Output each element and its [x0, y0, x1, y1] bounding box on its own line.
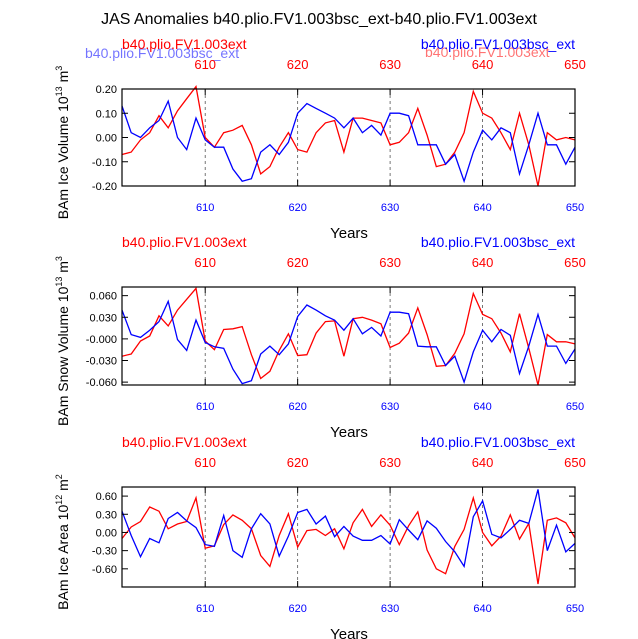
y-axis-label: BAm Snow Volume 1013 m3 [54, 256, 71, 426]
top-xtick-label: 620 [287, 455, 309, 470]
y-axis-label: BAm Ice Area 1012 m2 [54, 474, 71, 610]
series-line-blue [121, 489, 576, 569]
ytick-label: 0.10 [96, 108, 117, 120]
ytick-label: -0.20 [92, 181, 117, 193]
y-axis-label: BAm Ice Volume 1013 m3 [54, 66, 71, 220]
ytick-label: -0.30 [92, 546, 117, 558]
panel-1: b40.plio.FV1.003bsc_ext b40.plio.FV1.003e… [54, 36, 586, 242]
ytick-label: 0.00 [96, 527, 117, 539]
ghost-legend-red: b40.plio.FV1.003ext [425, 44, 550, 60]
ytick-label: 0.030 [89, 312, 117, 324]
top-xtick-label: 610 [194, 57, 216, 72]
ytick-label: 0.20 [96, 84, 117, 96]
legend-red: b40.plio.FV1.003ext [122, 434, 247, 450]
y-axis-label-main: BAm Ice Volume 10 [55, 96, 71, 219]
top-xtick-label: 640 [472, 255, 494, 270]
ytick-label: 0.060 [89, 291, 117, 303]
ytick-label: -0.60 [92, 564, 117, 576]
plot-frame [121, 486, 576, 588]
y-axis-label-exponent: 13 [54, 277, 64, 287]
legend-blue: b40.plio.FV1.003bsc_ext [421, 36, 575, 52]
bottom-xtick-label: 610 [196, 401, 214, 413]
bottom-xtick-label: 640 [473, 202, 491, 214]
y-axis-label-unit: m [55, 479, 71, 495]
bottom-xtick-label: 630 [381, 401, 399, 413]
top-xtick-label: 650 [564, 455, 586, 470]
y-axis-label-main: BAm Ice Area 10 [55, 505, 71, 610]
series-line-blue [121, 299, 576, 385]
bottom-xtick-label: 630 [381, 603, 399, 615]
panel-3: b40.plio.FV1.003ext b40.plio.FV1.003bsc_e… [54, 434, 586, 639]
figure-title: JAS Anomalies b40.plio.FV1.003bsc_ext-b4… [101, 11, 537, 28]
x-axis-label: Years [330, 626, 368, 639]
bottom-xtick-label: 640 [473, 401, 491, 413]
top-xtick-label: 620 [287, 255, 309, 270]
top-xtick-label: 640 [472, 455, 494, 470]
top-xtick-label: 650 [564, 57, 586, 72]
bottom-xtick-label: 640 [473, 603, 491, 615]
bottom-xtick-label: 650 [566, 401, 584, 413]
ytick-label: 0.30 [96, 509, 117, 521]
y-axis-label-exponent: 12 [54, 495, 64, 505]
bottom-xtick-label: 620 [288, 202, 306, 214]
bottom-xtick-label: 650 [566, 202, 584, 214]
ytick-label: -0.060 [86, 377, 117, 389]
legend-blue: b40.plio.FV1.003bsc_ext [421, 234, 575, 250]
bottom-xtick-label: 650 [566, 603, 584, 615]
bottom-xtick-label: 610 [196, 603, 214, 615]
series-line-red [121, 286, 576, 386]
top-xtick-label: 630 [379, 255, 401, 270]
x-axis-label: Years [330, 424, 368, 441]
y-axis-label-unit: m [55, 71, 71, 87]
top-xtick-label: 610 [194, 255, 216, 270]
y-axis-label-exponent: 13 [54, 86, 64, 96]
bottom-xtick-label: 620 [288, 401, 306, 413]
top-xtick-label: 610 [194, 455, 216, 470]
top-xtick-label: 630 [379, 455, 401, 470]
legend-red: b40.plio.FV1.003ext [122, 36, 247, 52]
ytick-label: 0.60 [96, 491, 117, 503]
panel-2: b40.plio.FV1.003ext b40.plio.FV1.003bsc_e… [54, 234, 586, 441]
x-axis-label: Years [330, 225, 368, 242]
legend-blue: b40.plio.FV1.003bsc_ext [421, 434, 575, 450]
plot-frame [121, 286, 576, 386]
y-axis-label-unit-exponent: 2 [54, 474, 64, 479]
ytick-label: -0.030 [86, 356, 117, 368]
bottom-xtick-label: 610 [196, 202, 214, 214]
top-xtick-label: 640 [472, 57, 494, 72]
ytick-label: -0.000 [86, 334, 117, 346]
top-xtick-label: 650 [564, 255, 586, 270]
series-line-red [121, 495, 576, 585]
bottom-xtick-label: 630 [381, 202, 399, 214]
y-axis-label-main: BAm Snow Volume 10 [55, 286, 71, 426]
y-axis-label-unit-exponent: 3 [54, 256, 64, 261]
ytick-label: 0.00 [96, 133, 117, 145]
series-line-blue [121, 99, 576, 184]
ghost-legend-blue: b40.plio.FV1.003bsc_ext [85, 45, 239, 61]
top-xtick-label: 620 [287, 57, 309, 72]
y-axis-label-unit: m [55, 261, 71, 277]
y-axis-label-unit-exponent: 3 [54, 66, 64, 71]
ytick-label: -0.10 [92, 157, 117, 169]
top-xtick-label: 630 [379, 57, 401, 72]
bottom-xtick-label: 620 [288, 603, 306, 615]
legend-red: b40.plio.FV1.003ext [122, 234, 247, 250]
